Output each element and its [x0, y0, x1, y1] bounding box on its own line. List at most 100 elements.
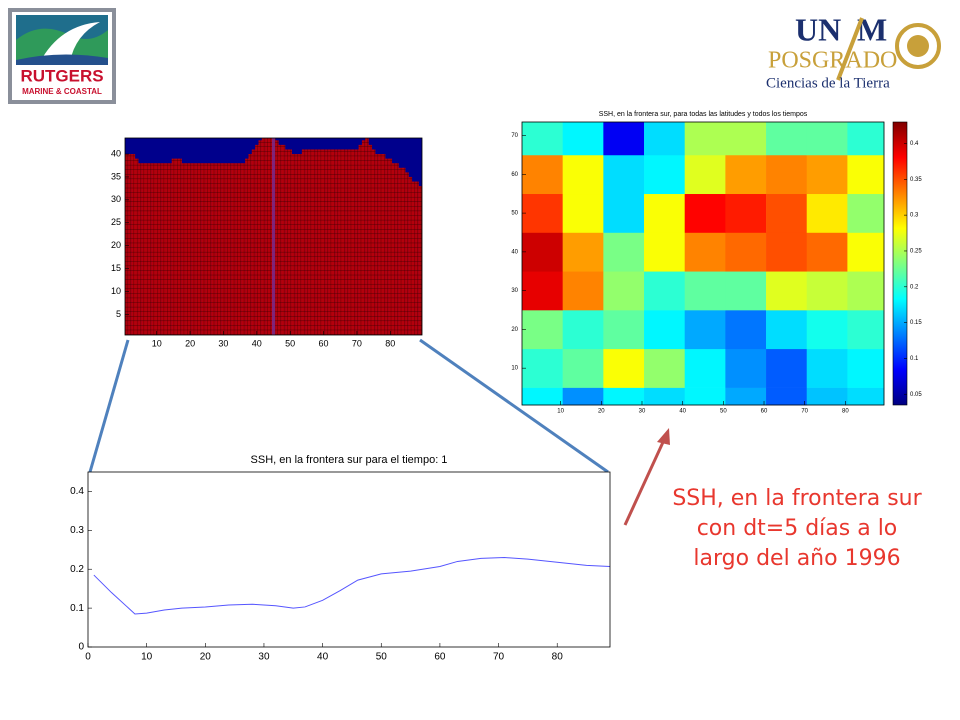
heat-cell	[766, 122, 808, 156]
y-tick-label: 25	[111, 217, 121, 227]
colorbar	[892, 121, 908, 406]
colorbar-label: 0.3	[910, 213, 919, 219]
y-tick-label: 70	[511, 133, 518, 139]
x-tick-label: 50	[720, 409, 727, 415]
x-tick-label: 20	[185, 338, 195, 348]
mask-column	[208, 163, 212, 335]
mask-column	[361, 140, 366, 335]
mask-column	[161, 163, 166, 335]
y-tick-label: 0	[78, 642, 84, 653]
heat-cell	[603, 232, 645, 272]
mask-column	[241, 163, 246, 335]
x-tick-label: 10	[557, 409, 564, 415]
y-tick-label: 20	[511, 327, 518, 333]
heat-cell	[725, 310, 767, 350]
y-tick-label: 0.2	[70, 564, 84, 575]
mask-column	[181, 163, 186, 335]
heat-cell	[644, 154, 685, 195]
mask-column	[391, 163, 396, 335]
mask-column	[385, 158, 389, 335]
chart-title: SSH, en la frontera sur, para todas las …	[599, 111, 808, 118]
x-tick-label: 80	[552, 652, 564, 663]
mask-column	[275, 140, 279, 335]
x-tick-label: 70	[352, 338, 362, 348]
mask-column	[328, 149, 332, 335]
logo-text: RUTGERS	[20, 66, 103, 85]
highlight-column	[272, 138, 275, 335]
heat-cell	[562, 271, 604, 311]
mask-column	[318, 149, 322, 335]
heat-cell	[684, 271, 726, 311]
mask-column	[408, 176, 413, 335]
heat-cell	[603, 387, 645, 406]
heat-cell	[766, 310, 808, 350]
mask-column	[175, 158, 179, 335]
heat-cell	[725, 122, 767, 156]
mask-column	[375, 154, 379, 335]
heat-cell	[684, 348, 726, 388]
x-tick-label: 30	[258, 652, 270, 663]
mask-column	[418, 186, 423, 335]
mask-column	[415, 181, 419, 335]
mask-column	[195, 163, 199, 335]
x-tick-label: 40	[252, 338, 262, 348]
heat-cell	[522, 310, 563, 350]
mask-column	[265, 138, 269, 335]
heat-cell	[644, 232, 685, 272]
x-tick-label: 70	[493, 652, 505, 663]
y-tick-label: 40	[511, 249, 518, 255]
y-tick-label: 35	[111, 171, 121, 181]
y-tick-label: 10	[111, 286, 121, 296]
heat-cell	[806, 122, 848, 156]
mask-column	[338, 149, 343, 335]
mask-column	[405, 172, 409, 335]
heat-cell	[725, 348, 767, 388]
x-tick-label: 60	[319, 338, 329, 348]
heat-cell	[766, 348, 808, 388]
mask-column	[381, 154, 386, 335]
heat-cell	[562, 193, 604, 233]
heat-cell	[522, 232, 563, 272]
mask-column	[128, 154, 132, 335]
mask-column	[398, 167, 403, 335]
heat-cell	[603, 310, 645, 350]
heat-cell	[725, 232, 767, 272]
colorbar-label: 0.4	[910, 141, 919, 147]
heat-cell	[562, 232, 604, 272]
plot-bg	[88, 472, 610, 647]
mask-column	[231, 163, 236, 335]
mask-column	[258, 140, 262, 335]
caption: SSH, en la frontera sur con dt=5 días a …	[672, 486, 922, 571]
plot-frame	[87, 471, 611, 648]
heat-cell	[725, 387, 767, 406]
mask-column	[148, 163, 152, 335]
heat-cell	[766, 271, 808, 311]
logo-program: POSGRADO	[768, 48, 897, 74]
mask-column	[315, 149, 319, 335]
heat-cell	[562, 122, 604, 156]
heat-cell	[644, 193, 685, 233]
x-tick-label: 80	[842, 409, 849, 415]
mask-column	[211, 163, 216, 335]
heat-cell	[684, 232, 726, 272]
colorbar-label: 0.1	[910, 356, 919, 362]
mask-column	[325, 149, 329, 335]
heat-cell	[847, 122, 885, 156]
connector	[88, 339, 130, 473]
mask-column	[198, 163, 202, 335]
x-tick-label: 30	[218, 338, 228, 348]
mask-column	[178, 158, 182, 335]
mask-column	[138, 163, 142, 335]
x-tick-label: 50	[376, 652, 388, 663]
y-tick-label: 60	[511, 172, 518, 178]
colorbar-label: 0.35	[910, 177, 922, 183]
heat-cell	[847, 348, 885, 388]
arrow	[623, 428, 670, 526]
mask-column	[251, 149, 256, 335]
mask-column	[311, 149, 316, 335]
mask-column	[298, 154, 302, 335]
heat-cell	[562, 154, 604, 195]
unam-logo: UN M POSGRADO Ciencias de la Tierra	[766, 11, 941, 91]
mask-column	[268, 138, 272, 335]
